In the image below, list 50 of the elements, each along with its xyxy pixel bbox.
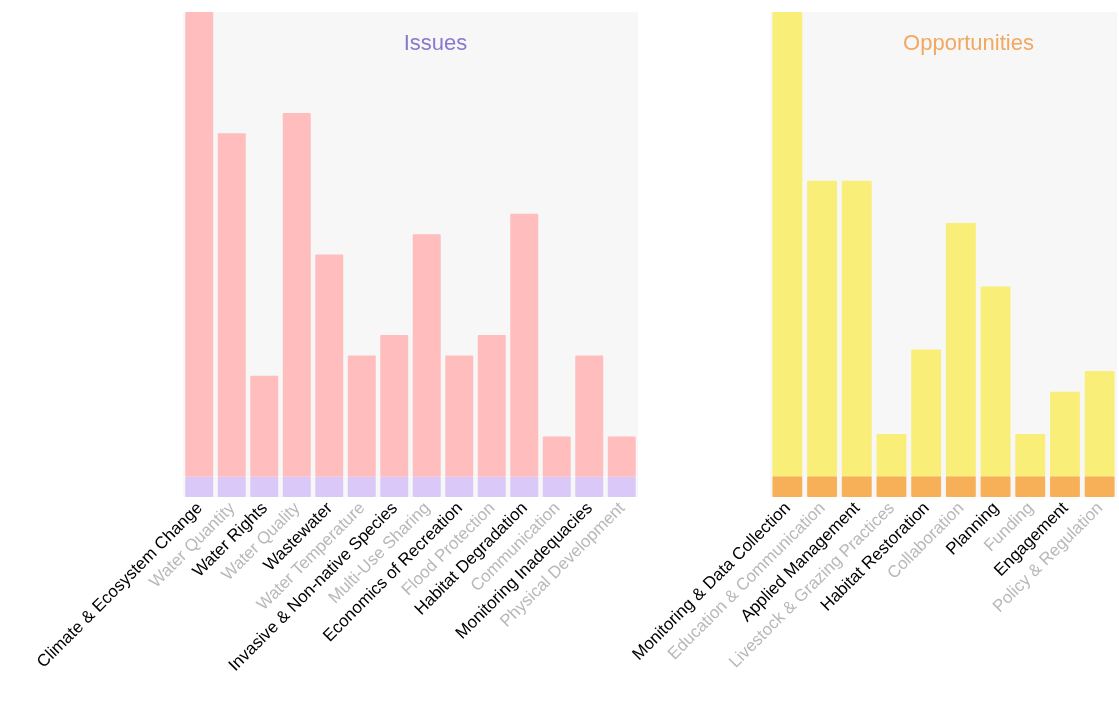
bar (510, 213, 539, 477)
bar (380, 335, 409, 477)
bar (980, 476, 1011, 497)
bar (841, 180, 872, 477)
bar (412, 234, 441, 477)
bar (911, 476, 942, 497)
bar (607, 476, 636, 497)
bar (980, 286, 1011, 477)
bar (1015, 476, 1046, 497)
bar (772, 12, 803, 477)
bar (250, 476, 279, 497)
bar (1084, 370, 1115, 477)
bar (282, 112, 311, 477)
bar (1050, 476, 1080, 497)
bar (185, 476, 214, 497)
bar (315, 476, 344, 497)
bar (412, 476, 441, 497)
bar (315, 254, 344, 477)
bar (945, 476, 976, 497)
bar (1015, 433, 1046, 477)
bar (945, 222, 976, 477)
bar (807, 180, 837, 477)
bar (380, 476, 409, 497)
bar (1084, 476, 1115, 497)
bar (911, 349, 942, 477)
bar (185, 12, 214, 477)
bar (477, 335, 506, 477)
bar (445, 476, 474, 497)
bar (807, 476, 837, 497)
bar (542, 436, 571, 477)
bar (542, 476, 571, 497)
bar (575, 355, 604, 477)
bar (347, 476, 376, 497)
bar (772, 476, 803, 497)
bar (477, 476, 506, 497)
text: Issues (403, 29, 468, 55)
bar (1050, 391, 1080, 477)
bar (217, 476, 246, 497)
bar (445, 355, 474, 477)
bar (347, 355, 376, 477)
bar (876, 476, 907, 497)
bar (876, 433, 907, 477)
bar (575, 476, 604, 497)
bar (607, 436, 636, 477)
bar (250, 375, 279, 477)
bar (282, 476, 311, 497)
bar (217, 133, 246, 477)
bar (841, 476, 872, 497)
bar (510, 476, 539, 497)
text: Opportunities (903, 29, 1034, 55)
